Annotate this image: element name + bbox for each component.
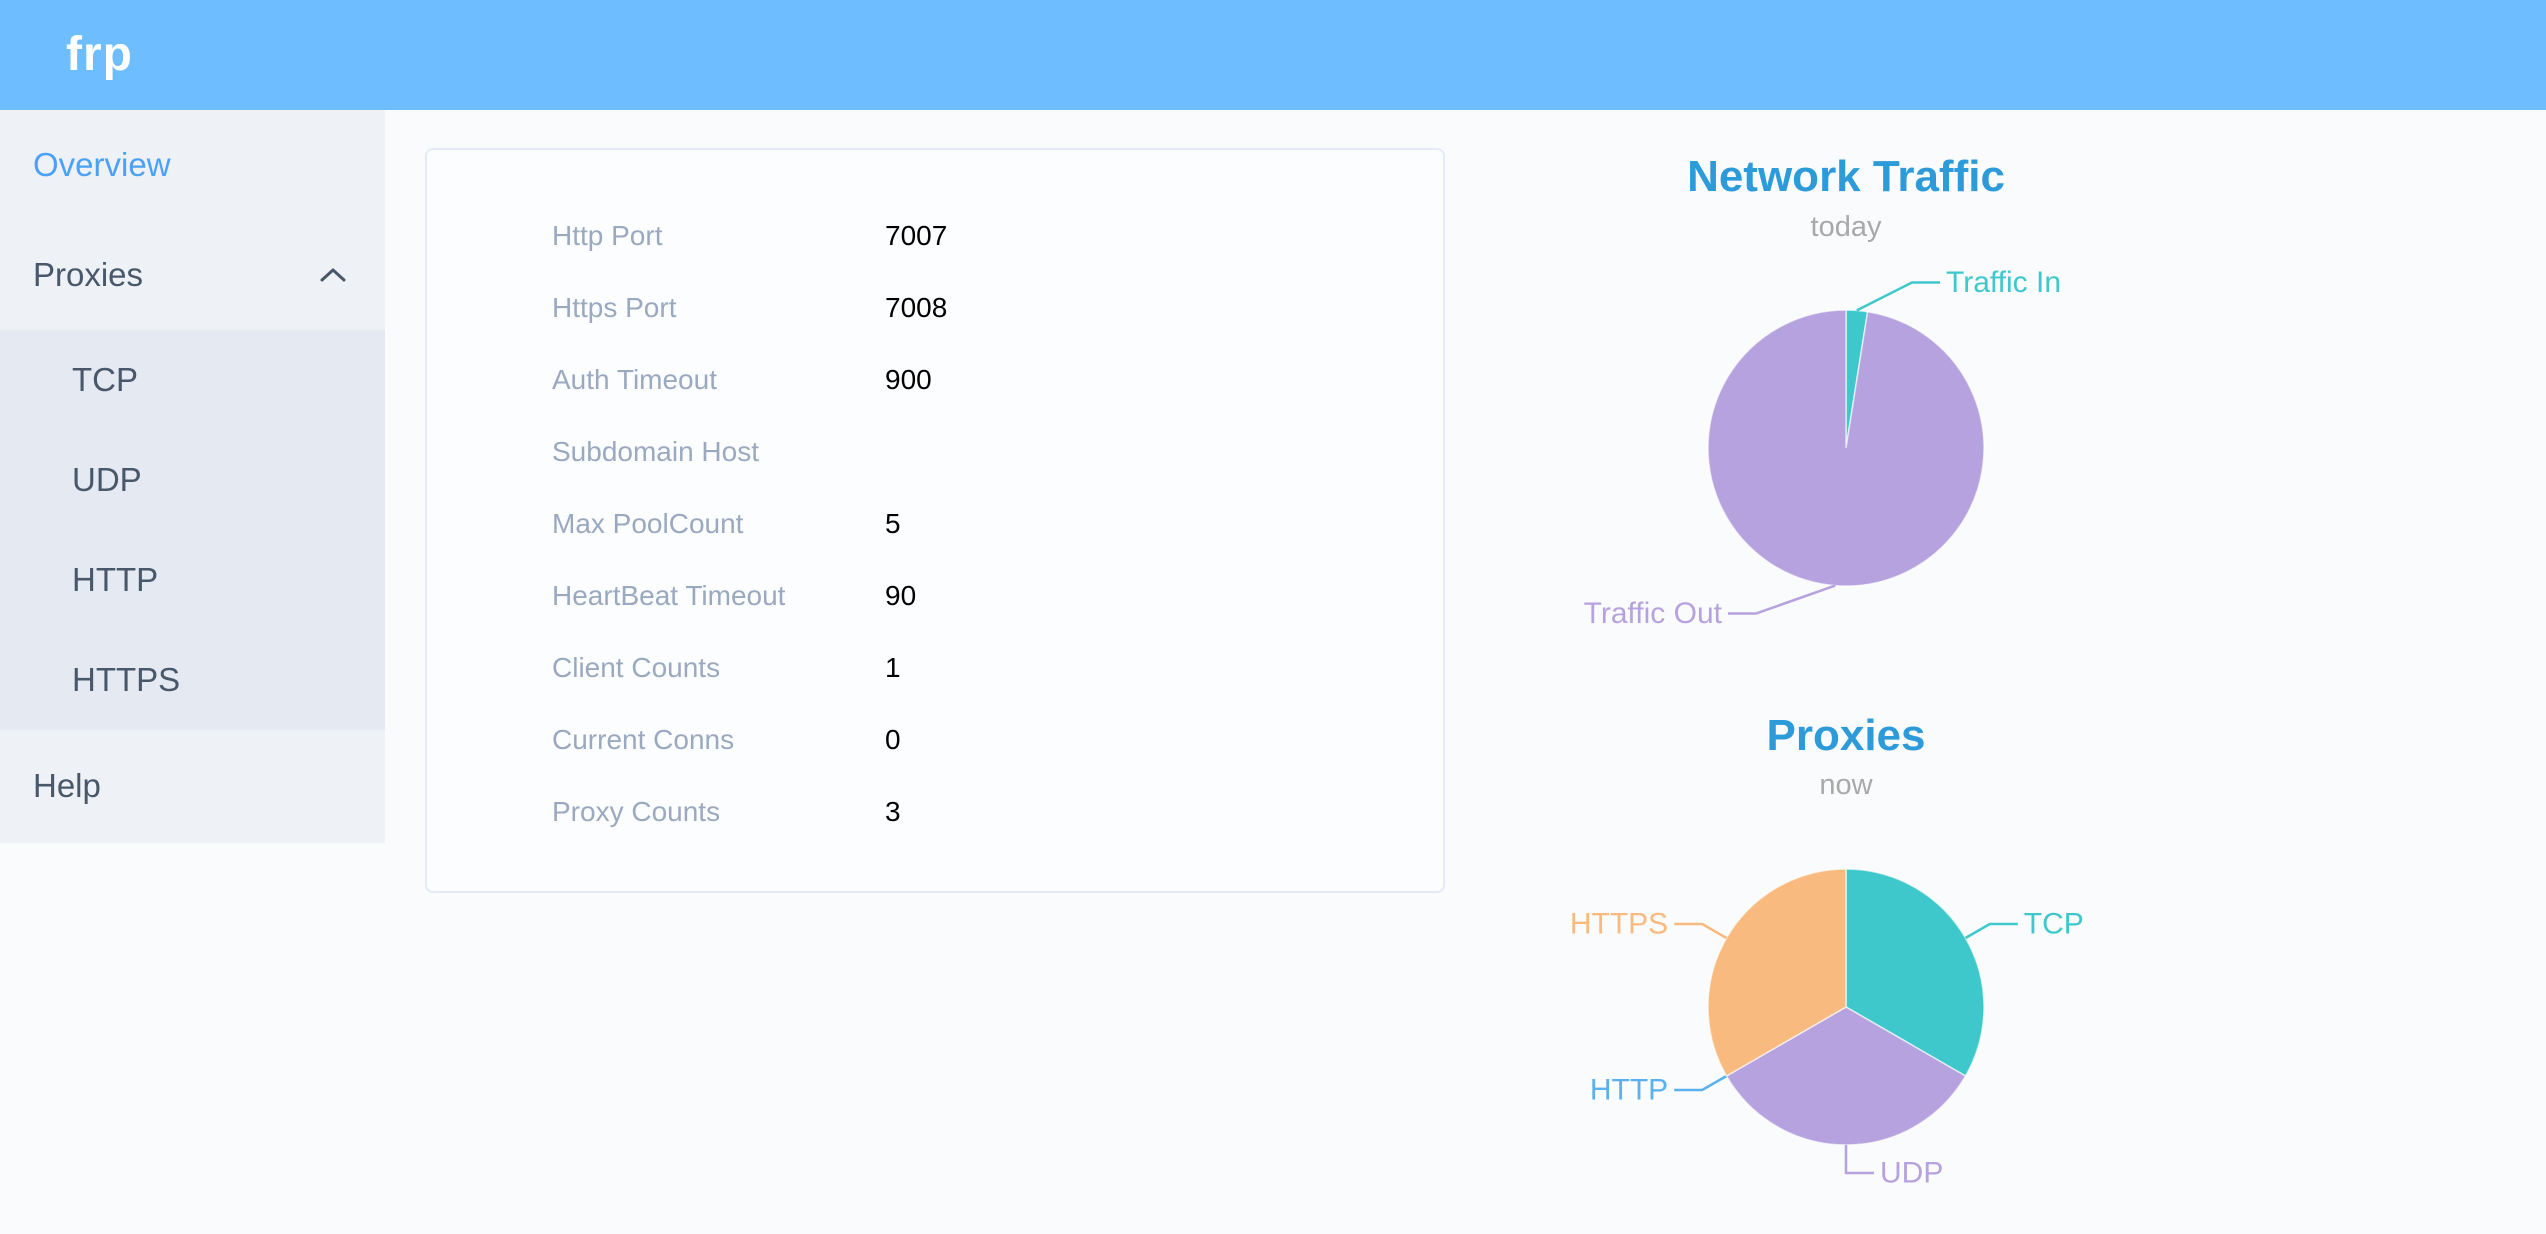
sidebar-item-udp[interactable]: UDP — [0, 430, 385, 530]
sidebar-item-https[interactable]: HTTPS — [0, 630, 385, 730]
pie-label: HTTP — [1590, 1074, 1668, 1107]
pie-label-line — [1674, 922, 1728, 940]
chart-title: Network Traffic — [1687, 152, 2005, 201]
network-traffic-chart: Network Traffic today Traffic InTraffic … — [1584, 152, 2061, 630]
pie-label-line — [1844, 1145, 1874, 1175]
sidebar-item-label: UDP — [72, 461, 142, 498]
sidebar-item-http[interactable]: HTTP — [0, 530, 385, 630]
pie-label: Traffic Out — [1584, 597, 1723, 630]
row-label: Http Port — [552, 220, 663, 251]
row-value: 1 — [885, 652, 901, 683]
card-row-subdomain-host: Subdomain Host — [427, 416, 1443, 488]
row-label: Client Counts — [552, 652, 721, 683]
sidebar-item-label: HTTPS — [72, 661, 181, 698]
network-traffic-pie: Traffic In Traffic Out — [1584, 266, 2061, 630]
sidebar-submenu: TCP UDP HTTP HTTPS — [0, 330, 385, 730]
row-value: 7008 — [885, 292, 948, 323]
chart-subtitle: now — [1819, 769, 1873, 801]
pie-label: UDP — [1880, 1157, 1943, 1190]
pie-label-line — [1674, 1074, 1728, 1092]
card-row-current-conns: Current Conns 0 — [427, 704, 1443, 776]
chevron-up-icon — [319, 266, 347, 284]
pie-label: TCP — [2024, 908, 2084, 941]
proxies-pie: TCP UDP HTTP HTTPS — [1570, 868, 2084, 1190]
sidebar-item-label: Overview — [33, 146, 171, 183]
server-config-card: Http Port 7007 Https Port 7008 Auth Time… — [425, 148, 1445, 893]
pie-label: Traffic In — [1946, 266, 2061, 299]
pie-label-line — [1964, 922, 2018, 940]
row-value: 7007 — [885, 220, 948, 251]
app-logo: frp — [66, 28, 133, 81]
card-row-client-counts: Client Counts 1 — [427, 632, 1443, 704]
card-row-max-poolcount: Max PoolCount 5 — [427, 488, 1443, 560]
card-row-proxy-counts: Proxy Counts 3 — [427, 776, 1443, 848]
card-row-auth-timeout: Auth Timeout 900 — [427, 344, 1443, 416]
row-value: 900 — [885, 364, 932, 395]
app-header: frp — [0, 0, 2546, 110]
chart-title: Proxies — [1767, 711, 1926, 760]
sidebar: Overview Proxies TCP UDP HTTP HTTPS Help — [0, 110, 385, 843]
row-value: 3 — [885, 796, 901, 827]
row-value: 90 — [885, 580, 917, 611]
proxies-chart: Proxies now TCP UDP HTTP HTTPS — [1570, 711, 2084, 1190]
row-label: Max PoolCount — [552, 508, 744, 539]
pie-label-line — [1856, 281, 1940, 312]
chart-subtitle: today — [1811, 211, 1882, 243]
sidebar-item-label: Help — [33, 767, 101, 804]
pie-slice-traffic-out[interactable] — [1707, 309, 1985, 587]
row-label: HeartBeat Timeout — [552, 580, 786, 611]
card-row-http-port: Http Port 7007 — [427, 200, 1443, 272]
card-row-https-port: Https Port 7008 — [427, 272, 1443, 344]
row-label: Subdomain Host — [552, 436, 760, 467]
sidebar-item-help[interactable]: Help — [0, 730, 385, 842]
row-label: Proxy Counts — [552, 796, 721, 827]
sidebar-item-overview[interactable]: Overview — [0, 110, 385, 220]
row-value: 0 — [885, 724, 901, 755]
card-row-heartbeat-timeout: HeartBeat Timeout 90 — [427, 560, 1443, 632]
sidebar-item-proxies[interactable]: Proxies — [0, 220, 385, 330]
sidebar-item-tcp[interactable]: TCP — [0, 330, 385, 430]
row-label: Current Conns — [552, 724, 735, 755]
row-label: Auth Timeout — [552, 364, 717, 395]
sidebar-item-label: TCP — [72, 361, 138, 398]
sidebar-item-label: HTTP — [72, 561, 159, 598]
sidebar-item-label: Proxies — [33, 256, 144, 293]
pie-label-line — [1728, 584, 1836, 615]
row-value: 5 — [885, 508, 901, 539]
pie-label: HTTPS — [1570, 908, 1668, 941]
row-label: Https Port — [552, 292, 677, 323]
pie-slice-udp[interactable] — [1725, 1006, 1967, 1146]
